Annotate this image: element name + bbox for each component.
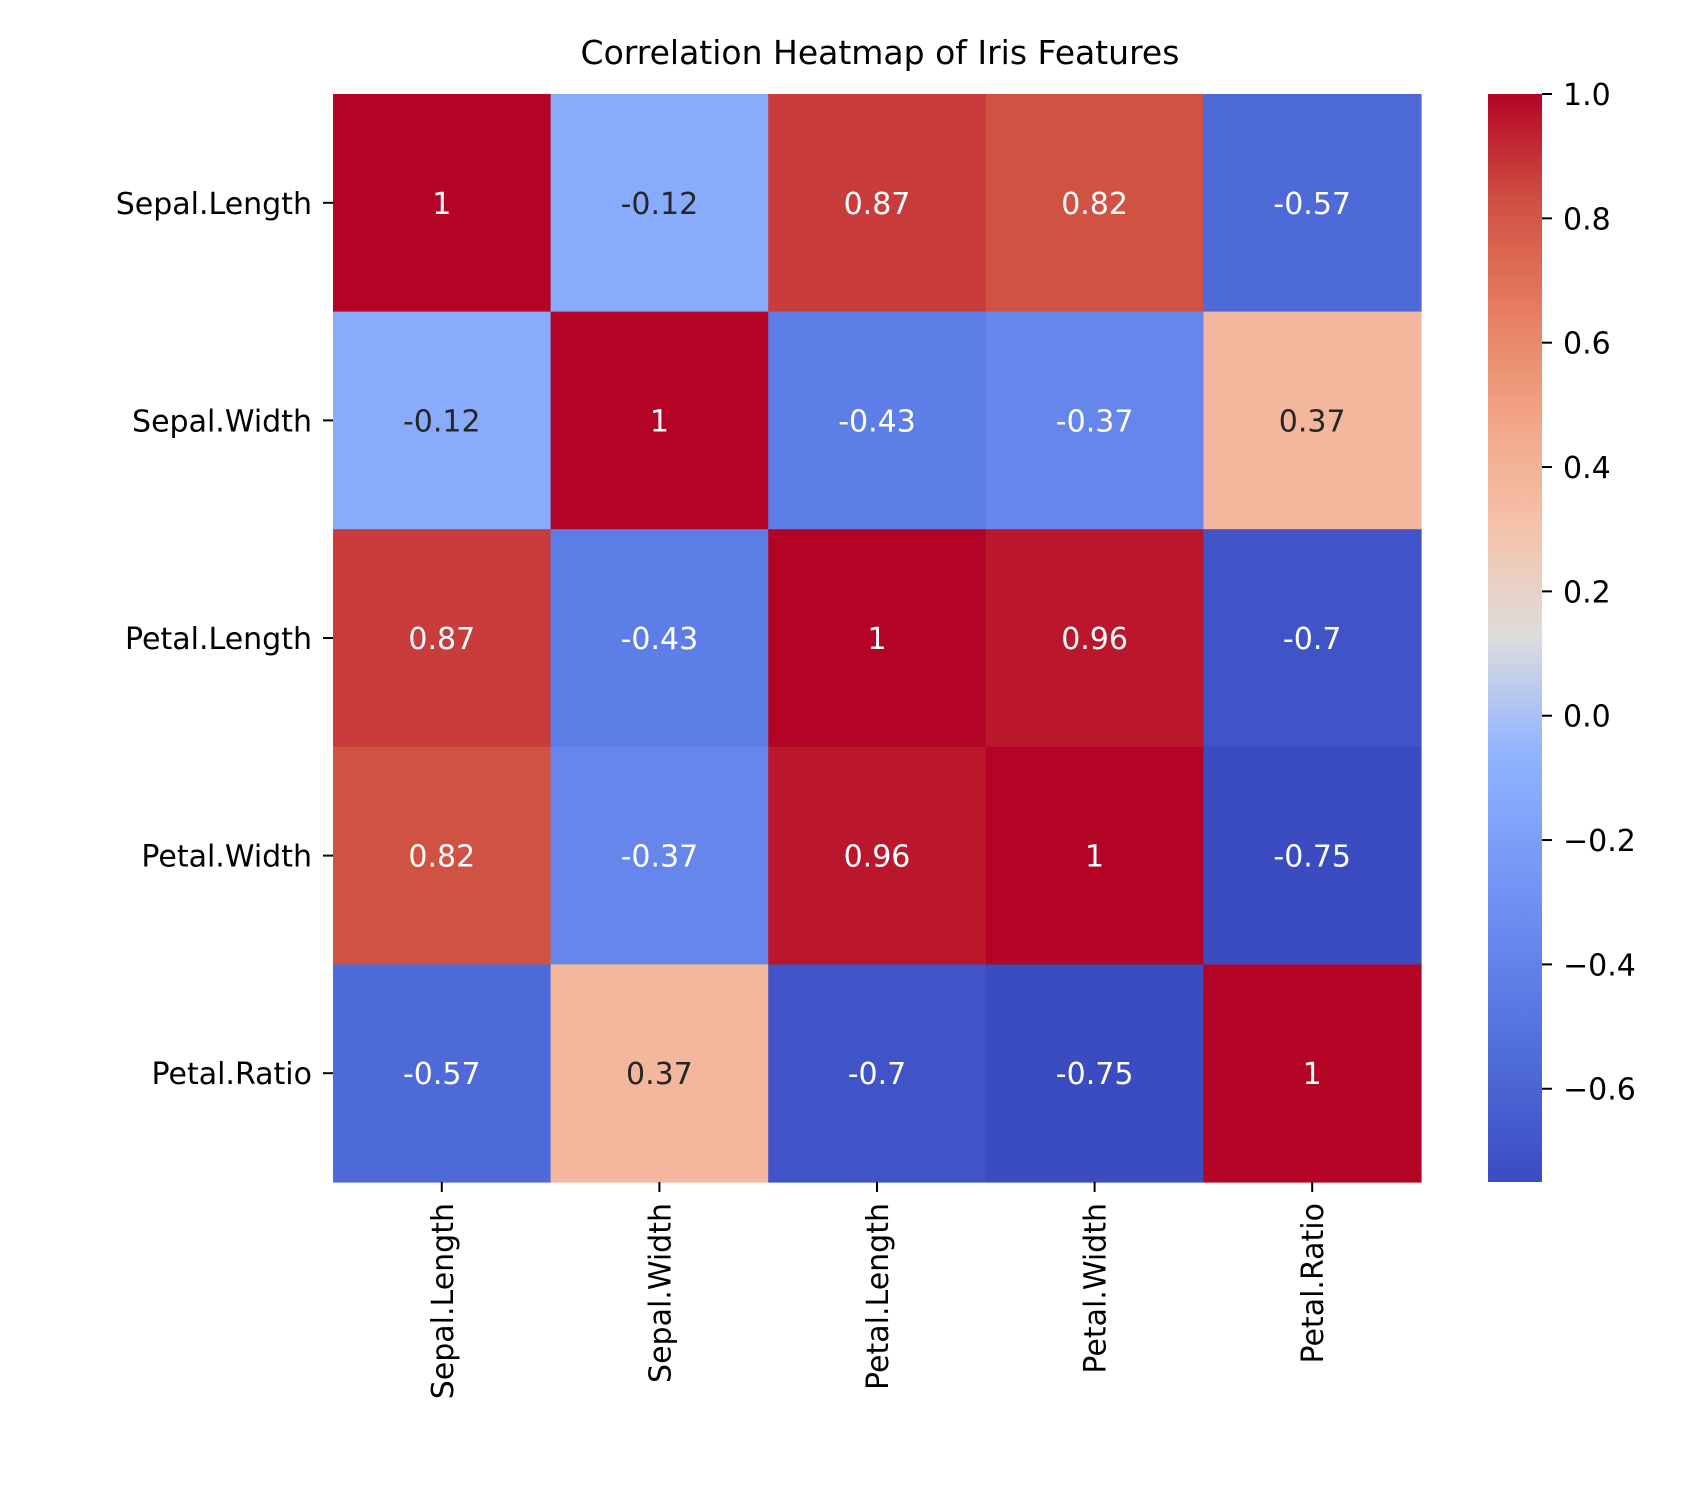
cell-value-label: -0.75	[1273, 840, 1351, 875]
colorbar-tick-label: −0.2	[1563, 824, 1636, 859]
heatmap-cell	[1203, 311, 1422, 530]
row-tick-label: Petal.Width	[141, 840, 312, 875]
heatmap-cell	[333, 746, 552, 965]
cell-value-label: 0.37	[1279, 404, 1346, 439]
heatmap-cell	[985, 311, 1204, 530]
heatmap-cell	[768, 311, 987, 530]
heatmap-cell	[768, 94, 987, 313]
colorbar-tick-label: 0.6	[1563, 327, 1611, 362]
cell-value-label: -0.12	[621, 187, 699, 222]
column-tick-label: Petal.Width	[1079, 1203, 1114, 1374]
cell-value-label: 1	[1085, 840, 1104, 875]
cell-value-label: -0.75	[1056, 1057, 1134, 1092]
colorbar-tick-label: 0.2	[1563, 575, 1611, 610]
cell-value-label: 0.37	[626, 1057, 693, 1092]
cell-value-label: 0.87	[844, 187, 911, 222]
heatmap-cell	[1203, 529, 1422, 748]
column-tick-label: Sepal.Width	[643, 1203, 678, 1383]
heatmap-cell	[1203, 94, 1422, 313]
column-tick-label: Sepal.Length	[426, 1203, 461, 1399]
row-tick-label: Petal.Ratio	[151, 1057, 312, 1092]
heatmap-cell	[333, 311, 552, 530]
cell-value-label: -0.43	[621, 622, 699, 657]
heatmap-cell	[1203, 964, 1422, 1183]
cell-value-label: 0.87	[408, 622, 475, 657]
cell-value-label: 0.96	[844, 840, 911, 875]
colorbar-tick-label: 0.0	[1563, 700, 1611, 735]
heatmap-cell	[985, 746, 1204, 965]
column-tick-labels: Sepal.Length Sepal.Width Petal.Length Petal…	[426, 1182, 1331, 1399]
cell-value-label: 1	[1303, 1057, 1322, 1092]
heatmap-cell	[333, 529, 552, 748]
heatmap-cell	[550, 311, 769, 530]
colorbar-tick-label: 1.0	[1563, 78, 1611, 113]
heatmap-cell	[1203, 746, 1422, 965]
heatmap-cell	[550, 94, 769, 313]
cell-value-label: 1	[867, 622, 886, 657]
cell-value-label: -0.37	[621, 840, 699, 875]
cell-value-label: 1	[650, 404, 669, 439]
cell-value-label: -0.12	[403, 404, 481, 439]
cell-value-label: -0.7	[1283, 622, 1342, 657]
colorbar-tick-label: −0.6	[1563, 1073, 1636, 1108]
heatmap-cell	[768, 529, 987, 748]
heatmap-cell	[550, 529, 769, 748]
colorbar	[1488, 94, 1542, 1182]
cell-value-label: -0.43	[838, 404, 916, 439]
cell-value-label: -0.7	[848, 1057, 907, 1092]
cell-value-label: 0.82	[408, 840, 475, 875]
heatmap-cell	[985, 964, 1204, 1183]
column-tick-label: Petal.Length	[861, 1203, 896, 1390]
row-tick-labels: Sepal.Length Sepal.Width Petal.Length Petal…	[116, 187, 333, 1092]
row-tick-label: Sepal.Length	[116, 187, 312, 222]
heatmap-cell	[550, 964, 769, 1183]
row-tick-label: Petal.Length	[125, 622, 312, 657]
chart-title: Correlation Heatmap of Iris Features	[581, 33, 1180, 72]
heatmap-cells: 1 -0.12 0.87 0.82 -0.57 -0.12 1 -0.43 -0.37 0.37 0…	[333, 94, 1422, 1183]
heatmap-cell	[333, 94, 552, 313]
row-tick-label: Sepal.Width	[132, 404, 312, 439]
heatmap-cell	[768, 964, 987, 1183]
colorbar-tick-label: −0.4	[1563, 948, 1636, 983]
heatmap-cell	[768, 746, 987, 965]
cell-value-label: -0.57	[403, 1057, 481, 1092]
colorbar-tick-label: 0.8	[1563, 202, 1611, 237]
heatmap-cell	[985, 94, 1204, 313]
colorbar-ticks: 1.0 0.8 0.6 0.4 0.2 0.0 −0.2 −0.4 −0.6	[1542, 78, 1636, 1108]
heatmap-cell	[550, 746, 769, 965]
column-tick-label: Petal.Ratio	[1296, 1203, 1331, 1364]
cell-value-label: 0.82	[1061, 187, 1128, 222]
cell-value-label: 0.96	[1061, 622, 1128, 657]
cell-value-label: -0.57	[1273, 187, 1351, 222]
heatmap-cell	[985, 529, 1204, 748]
colorbar-tick-label: 0.4	[1563, 451, 1611, 486]
cell-value-label: -0.37	[1056, 404, 1134, 439]
heatmap-cell	[333, 964, 552, 1183]
cell-value-label: 1	[432, 187, 451, 222]
